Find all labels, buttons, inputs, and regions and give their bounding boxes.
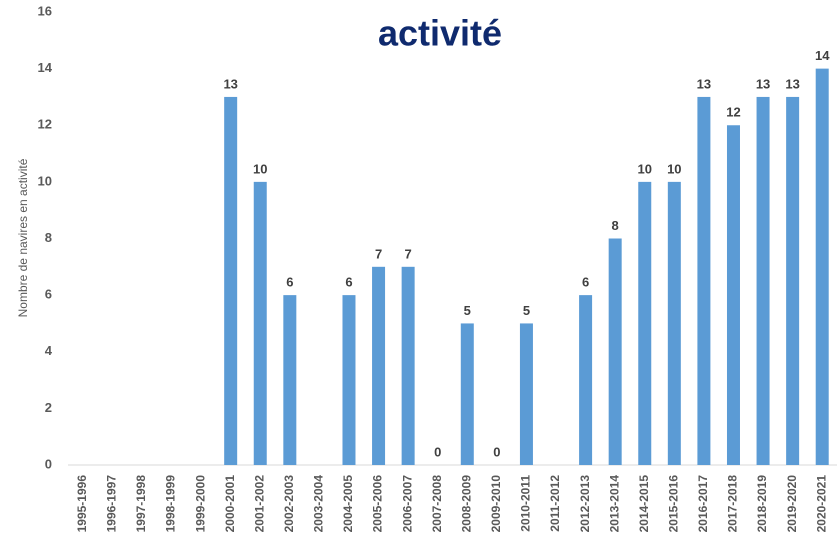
value-label: 6 <box>286 275 293 290</box>
y-tick-label: 16 <box>38 3 52 18</box>
y-tick-label: 4 <box>45 343 53 358</box>
bar <box>786 96 800 465</box>
bar <box>697 96 711 465</box>
x-tick-label: 1999-2000 <box>193 475 207 533</box>
x-tick-label: 2015-2016 <box>666 475 680 533</box>
value-label: 10 <box>638 161 652 176</box>
bar <box>726 125 740 465</box>
value-label: 6 <box>345 275 352 290</box>
x-tick-label: 2020-2021 <box>814 475 828 533</box>
x-tick-label: 1996-1997 <box>105 475 119 533</box>
x-tick-label: 2011-2012 <box>548 475 562 532</box>
x-tick-label: 2002-2003 <box>282 475 296 533</box>
y-tick-label: 2 <box>45 400 52 415</box>
bar <box>579 295 593 465</box>
value-label: 13 <box>223 76 237 91</box>
x-tick-label: 1997-1998 <box>134 475 148 533</box>
x-tick-label: 2006-2007 <box>400 475 414 533</box>
bar <box>253 181 267 465</box>
x-tick-label: 2000-2001 <box>223 475 237 533</box>
value-label: 13 <box>756 76 770 91</box>
x-tick-label: 2010-2011 <box>519 475 533 532</box>
value-label: 0 <box>493 444 500 459</box>
y-axis-label: Nombre de navires en activité <box>16 158 30 317</box>
bar <box>608 238 622 465</box>
bar <box>638 181 652 465</box>
x-tick-label: 2018-2019 <box>755 475 769 533</box>
y-tick-label: 12 <box>38 117 52 132</box>
value-label: 10 <box>667 161 681 176</box>
bar <box>460 323 474 465</box>
bar <box>283 295 297 465</box>
x-tick-label: 2014-2015 <box>637 475 651 533</box>
bar <box>519 323 533 465</box>
value-label: 7 <box>405 246 412 261</box>
x-tick-label: 2005-2006 <box>371 475 385 533</box>
y-tick-label: 10 <box>38 173 52 188</box>
value-label: 5 <box>523 303 530 318</box>
value-label: 13 <box>785 76 799 91</box>
x-tick-label: 2007-2008 <box>430 475 444 533</box>
x-tick-label: 2016-2017 <box>696 475 710 533</box>
y-tick-label: 6 <box>45 287 52 302</box>
y-tick-label: 0 <box>45 456 52 471</box>
value-label: 7 <box>375 246 382 261</box>
x-tick-label: 2008-2009 <box>459 475 473 533</box>
bar <box>667 181 681 465</box>
x-tick-label: 2003-2004 <box>312 475 326 533</box>
x-tick-label: 2019-2020 <box>785 475 799 533</box>
x-tick-label: 2017-2018 <box>726 475 740 533</box>
value-label: 12 <box>726 105 740 120</box>
x-tick-label: 2001-2002 <box>252 475 266 533</box>
bar <box>815 68 829 465</box>
x-tick-label: 1998-1999 <box>164 475 178 533</box>
x-tick-label: 2012-2013 <box>578 475 592 533</box>
x-tick-label: 2013-2014 <box>607 475 621 533</box>
value-label: 5 <box>464 303 471 318</box>
value-label: 13 <box>697 76 711 91</box>
x-tick-label: 2009-2010 <box>489 475 503 533</box>
y-tick-label: 8 <box>45 230 52 245</box>
value-label: 8 <box>612 218 619 233</box>
bar <box>401 266 415 465</box>
bar <box>342 295 356 465</box>
chart-title: activité <box>378 13 502 54</box>
x-tick-label: 2004-2005 <box>341 475 355 533</box>
y-tick-label: 14 <box>38 60 53 75</box>
value-label: 0 <box>434 444 441 459</box>
bar <box>756 96 770 465</box>
value-label: 14 <box>815 48 830 63</box>
value-label: 10 <box>253 161 267 176</box>
bar <box>372 266 386 465</box>
value-label: 6 <box>582 275 589 290</box>
bar <box>224 96 238 465</box>
x-tick-label: 1995-1996 <box>75 475 89 533</box>
